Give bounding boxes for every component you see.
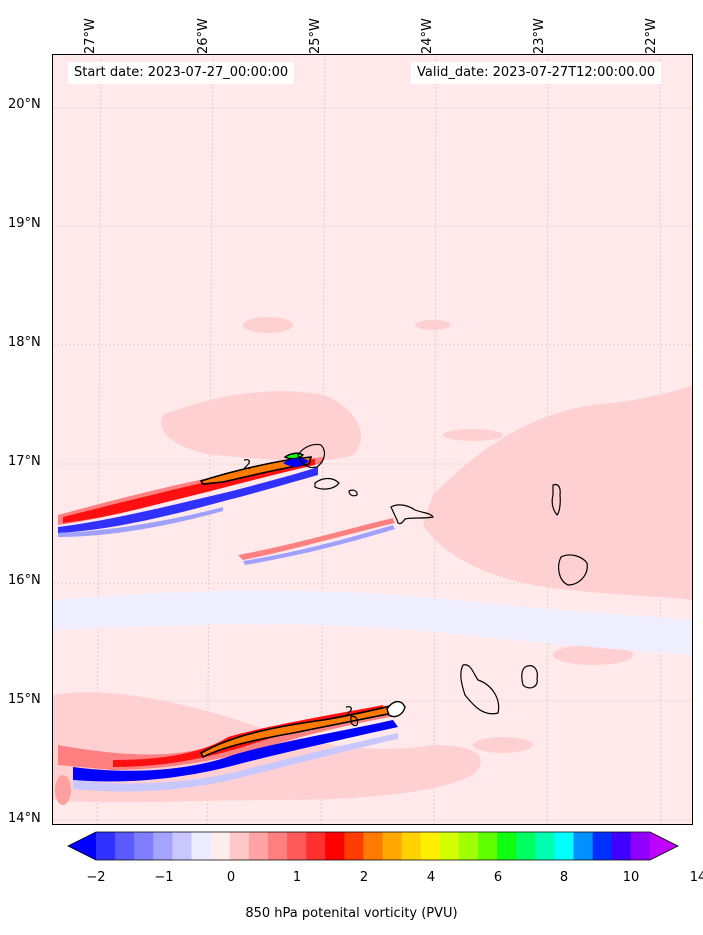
colorbar-segment [592,832,613,860]
lat-label-14n: 14°N [8,811,41,826]
colorbar-outline [67,831,679,861]
lon-label-27w: 27°W [83,18,98,54]
coastlines [297,443,588,727]
light-blue-band [53,590,692,655]
colorbar-segment [439,832,460,860]
colorbar-segment [497,832,517,860]
colorbar-segment [248,832,269,860]
colorbar-tick: 1 [292,870,302,885]
colorbar-extend-min [68,832,96,860]
lat-label-20n: 20°N [8,97,41,112]
colorbar-tick: 8 [559,870,569,885]
colorbar-segment [191,832,212,860]
map-panel[interactable]: 2 2 [52,54,693,825]
vorticity-map: 2 2 [53,55,692,824]
colorbar-segment [611,832,632,860]
colorbar-segment [554,832,575,860]
colorbar-segment [535,832,555,860]
lat-label-19n: 19°N [8,216,41,231]
colorbar-segment [458,832,479,860]
colorbar-tick: 10 [622,870,640,885]
colorbar-segment [630,832,651,860]
colorbar-segment [115,832,135,860]
colorbar-segment [344,832,364,860]
lon-label-25w: 25°W [308,18,323,54]
colorbar-segment [172,832,193,860]
colorbar-segment [363,832,384,860]
colorbar-segment [96,832,116,860]
colorbar-label: 850 hPa potenital vorticity (PVU) [245,906,458,921]
lon-label-24w: 24°W [420,18,435,54]
colorbar-segment [267,832,288,860]
contour-label-lower: 2 [345,705,353,720]
colorbar-segment [420,832,441,860]
colorbar-segment [229,832,250,860]
start-date-label: Start date: 2023-07-27_00:00:00 [68,62,295,84]
colorbar-tick: 4 [426,870,436,885]
colorbar-segment [210,832,231,860]
colorbar-tick: −1 [154,870,174,885]
colorbar-segment [134,832,154,860]
lat-label-17n: 17°N [8,454,41,469]
lat-label-16n: 16°N [8,573,41,588]
lon-label-26w: 26°W [196,18,211,54]
lat-label-15n: 15°N [8,692,41,707]
colorbar-segment [573,832,594,860]
lon-label-22w: 22°W [644,18,659,54]
colorbar-segment [516,832,536,860]
colorbar-tick: −2 [86,870,106,885]
colorbar-extend-max [650,832,678,860]
colorbar-segment [478,832,498,860]
colorbar [67,831,679,861]
valid-date-label: Valid_date: 2023-07-27T12:00:00.00 [411,62,662,84]
contour-label-upper: 2 [243,458,251,473]
lat-label-18n: 18°N [8,335,41,350]
colorbar-segment [382,832,403,860]
lon-label-23w: 23°W [532,18,547,54]
colorbar-tick: 14 [689,870,703,885]
lower-vorticity-streak [55,700,406,805]
colorbar-tick: 2 [359,870,369,885]
colorbar-tick: 6 [493,870,503,885]
upper-vorticity-streak [58,452,395,565]
colorbar-segment [401,832,422,860]
colorbar-segment [306,832,326,860]
colorbar-segment [325,832,345,860]
colorbar-segment [153,832,173,860]
colorbar-tick: 0 [226,870,236,885]
colorbar-segment [287,832,307,860]
